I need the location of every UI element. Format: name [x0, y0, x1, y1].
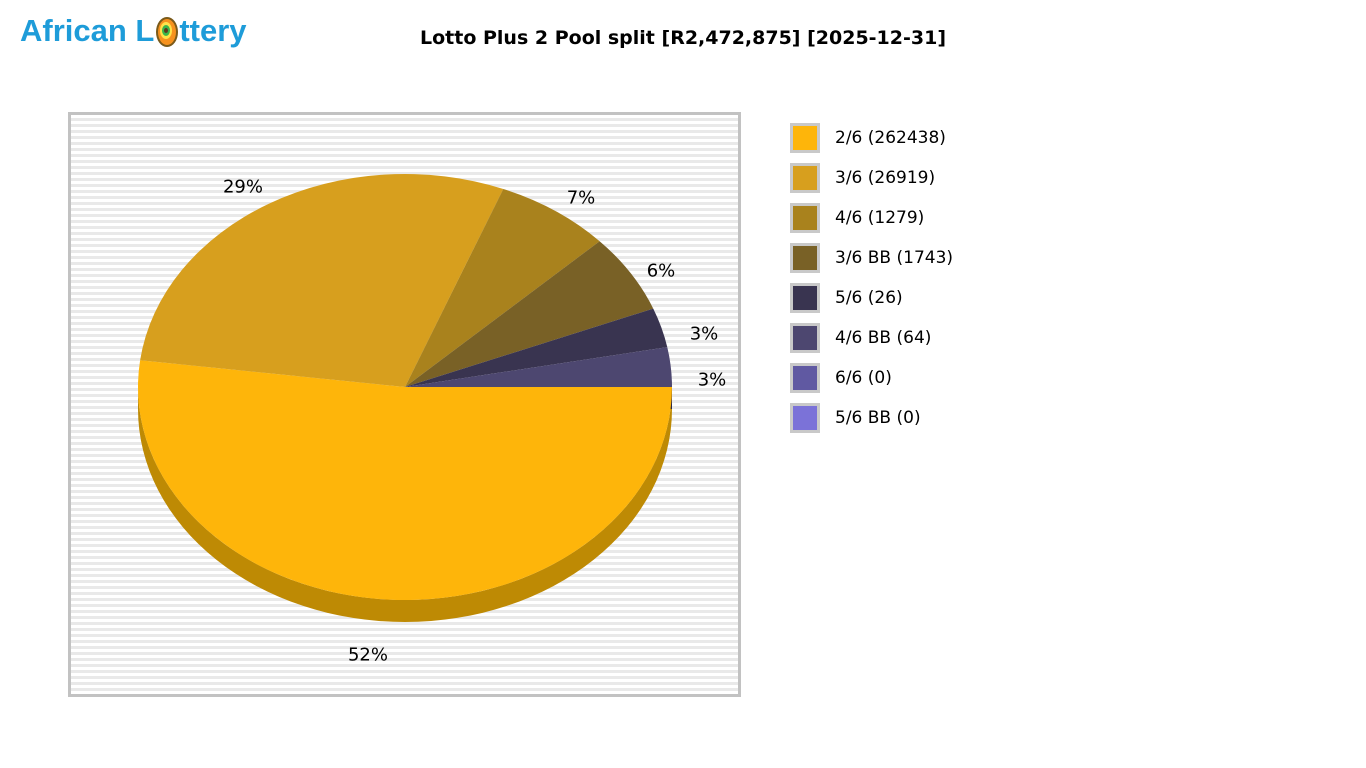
legend-label: 5/6 BB (0) — [835, 408, 921, 428]
legend-label: 2/6 (262438) — [835, 128, 946, 148]
legend-label: 4/6 (1279) — [835, 208, 925, 228]
logo-text-right: ttery — [179, 13, 247, 48]
legend-row: 3/6 (26919) — [790, 163, 953, 193]
pie-slice-3-6 — [140, 174, 504, 387]
pie-slice-5-6 — [405, 308, 668, 387]
legend-swatch — [790, 203, 820, 233]
legend-swatch — [790, 243, 820, 273]
legend-row: 6/6 (0) — [790, 363, 953, 393]
legend-row: 4/6 BB (64) — [790, 323, 953, 353]
legend-label: 3/6 BB (1743) — [835, 248, 954, 268]
legend-swatch — [790, 123, 820, 153]
pie-percent-label: 52% — [348, 645, 388, 666]
pie-slice-3-6-bb — [405, 241, 654, 387]
legend-swatch — [790, 283, 820, 313]
pie-slice-4-6-bb — [405, 347, 672, 387]
legend-row: 2/6 (262438) — [790, 123, 953, 153]
lottery-ball-number — [164, 28, 169, 33]
pie-percent-label: 29% — [223, 177, 263, 198]
legend-swatch — [790, 403, 820, 433]
plot-area: 52% 29% 7% 6% 3% 3% — [68, 112, 741, 697]
legend-label: 3/6 (26919) — [835, 168, 936, 188]
logo-text-left: African L — [20, 13, 155, 48]
pie-slice-4-6 — [405, 188, 600, 387]
lottery-ball-icon — [156, 17, 179, 47]
pie-percent-label: 7% — [567, 188, 596, 209]
legend: 2/6 (262438) 3/6 (26919) 4/6 (1279) 3/6 … — [790, 123, 953, 443]
legend-label: 6/6 (0) — [835, 368, 892, 388]
page-title: Lotto Plus 2 Pool split [R2,472,875] [20… — [420, 27, 946, 49]
legend-row: 5/6 BB (0) — [790, 403, 953, 433]
pie-percent-label: 3% — [698, 370, 727, 391]
legend-label: 4/6 BB (64) — [835, 328, 932, 348]
pie-percent-label: 3% — [690, 324, 719, 345]
pie-slice-2-6 — [138, 360, 672, 601]
legend-row: 3/6 BB (1743) — [790, 243, 953, 273]
legend-swatch — [790, 323, 820, 353]
legend-row: 4/6 (1279) — [790, 203, 953, 233]
pie-percent-label: 6% — [647, 261, 676, 282]
legend-row: 5/6 (26) — [790, 283, 953, 313]
legend-swatch — [790, 363, 820, 393]
african-lottery-logo[interactable]: African L ttery — [20, 13, 247, 49]
legend-swatch — [790, 163, 820, 193]
pie-chart-svg: 52% 29% 7% 6% 3% 3% — [138, 174, 727, 666]
legend-label: 5/6 (26) — [835, 288, 903, 308]
